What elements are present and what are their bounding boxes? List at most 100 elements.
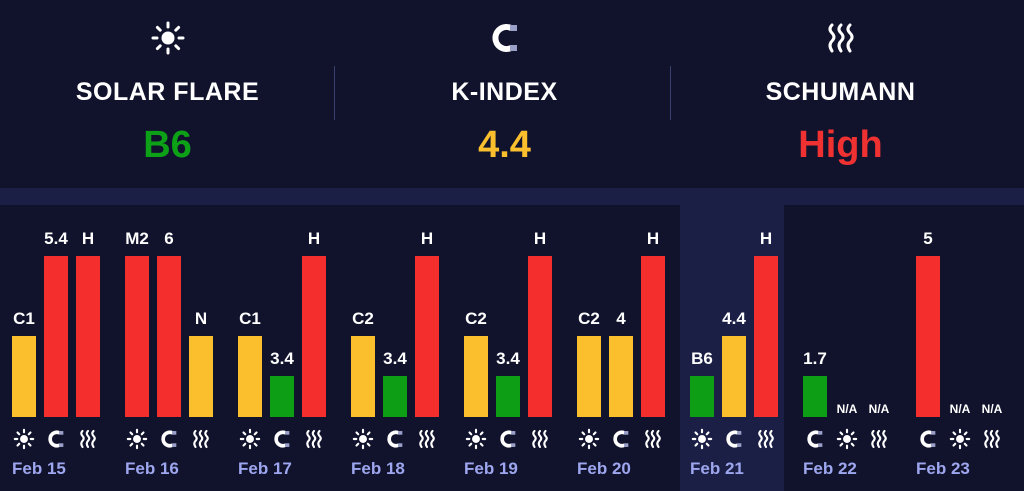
magnet-icon (723, 428, 747, 450)
magnet-icon (610, 428, 634, 450)
bar-solar (577, 336, 601, 417)
bar-kindex (803, 376, 827, 417)
divider (670, 66, 671, 120)
bar-value-label: 4.4 (722, 309, 746, 328)
k-index-stat: K-INDEX 4.4 (337, 0, 672, 188)
bar-value-label: B6 (691, 349, 713, 368)
day-label: Feb 17 (238, 459, 292, 478)
waves-icon (981, 428, 1005, 450)
waves-icon (190, 428, 214, 450)
bar-solar (464, 336, 488, 417)
bar-value-label: C2 (465, 309, 487, 328)
bar-value-label: H (307, 229, 321, 248)
magnet-icon (804, 428, 828, 450)
bar-value-label: 3.4 (496, 349, 520, 368)
magnet-icon (384, 428, 408, 450)
bar-value-label: H (533, 229, 547, 248)
waves-icon (529, 428, 553, 450)
bar-value-label: 5.4 (44, 229, 68, 248)
bar-kindex (916, 256, 940, 417)
waves-icon (868, 428, 892, 450)
magnet-icon (45, 428, 69, 450)
sun-icon (352, 428, 376, 450)
bar-schumann (754, 256, 778, 417)
magnet-icon (271, 428, 295, 450)
bar-value-label: M2 (125, 229, 149, 248)
bar-kindex (270, 376, 294, 417)
schumann-label: SCHUMANN (765, 78, 916, 106)
day-label: Feb 23 (916, 459, 970, 478)
sun-icon (578, 428, 602, 450)
sun-icon (239, 428, 263, 450)
bar-value-label: N/A (981, 402, 1003, 416)
bar-schumann (415, 256, 439, 417)
divider (334, 66, 335, 120)
bar-solar (12, 336, 36, 417)
bar-value-label: 4 (616, 309, 626, 328)
sun-icon (126, 428, 150, 450)
day-label: Feb 22 (803, 459, 857, 478)
bar-value-label: C2 (578, 309, 600, 328)
waves-icon (303, 428, 327, 450)
bar-solar (690, 376, 714, 417)
sun-icon (949, 428, 973, 450)
bar-value-label: C1 (13, 309, 35, 328)
bar-schumann (302, 256, 326, 417)
bar-schumann (189, 336, 213, 417)
bar-value-label: 5 (923, 229, 933, 248)
bar-schumann (528, 256, 552, 417)
bar-value-label: N/A (836, 402, 858, 416)
schumann-stat: SCHUMANN High (673, 0, 1008, 188)
bar-value-label: 1.7 (803, 349, 827, 368)
waves-icon (642, 428, 666, 450)
magnet-icon (337, 20, 672, 56)
bar-schumann (76, 256, 100, 417)
bar-kindex (722, 336, 746, 417)
bar-kindex (44, 256, 68, 417)
bar-value-label: N/A (868, 402, 890, 416)
sun-icon (465, 428, 489, 450)
bar-value-label: H (759, 229, 773, 248)
bar-value-label: C2 (352, 309, 374, 328)
day-label: Feb 18 (351, 459, 405, 478)
waves-icon (416, 428, 440, 450)
sun-icon (0, 20, 335, 56)
schumann-value: High (798, 124, 883, 166)
bar-kindex (383, 376, 407, 417)
forecast-chart: C1 5.4 H Feb 15 M2 6 N Feb 16 C1 3.4 H Feb 17 C2 3.4 H… (0, 205, 1024, 491)
bar-solar (125, 256, 149, 417)
bar-value-label: N/A (949, 402, 971, 416)
k-index-value: 4.4 (478, 124, 531, 166)
solar-flare-stat: SOLAR FLARE B6 (0, 0, 335, 188)
summary-panel: SOLAR FLARE B6 K-INDEX 4.4 SCHUMANN (0, 0, 1024, 188)
day-label: Feb 16 (125, 459, 179, 478)
day-label: Feb 15 (12, 459, 66, 478)
bar-value-label: 3.4 (383, 349, 407, 368)
bar-value-label: 3.4 (270, 349, 294, 368)
sun-icon (13, 428, 37, 450)
bar-value-label: N (194, 309, 208, 328)
bar-solar (238, 336, 262, 417)
magnet-icon (158, 428, 182, 450)
bar-kindex (609, 336, 633, 417)
waves-icon (77, 428, 101, 450)
bar-value-label: C1 (239, 309, 261, 328)
sun-icon (836, 428, 860, 450)
bar-value-label: H (420, 229, 434, 248)
solar-flare-label: SOLAR FLARE (75, 78, 260, 106)
day-label: Feb 19 (464, 459, 518, 478)
bar-kindex (496, 376, 520, 417)
sun-icon (691, 428, 715, 450)
bar-solar (351, 336, 375, 417)
waves-icon (755, 428, 779, 450)
magnet-icon (917, 428, 941, 450)
magnet-icon (497, 428, 521, 450)
day-label: Feb 20 (577, 459, 631, 478)
bar-value-label: 6 (164, 229, 174, 248)
k-index-label: K-INDEX (451, 78, 558, 106)
bar-schumann (641, 256, 665, 417)
day-label: Feb 21 (690, 459, 744, 478)
waves-icon (673, 20, 1008, 56)
bar-value-label: H (81, 229, 95, 248)
bar-kindex (157, 256, 181, 417)
